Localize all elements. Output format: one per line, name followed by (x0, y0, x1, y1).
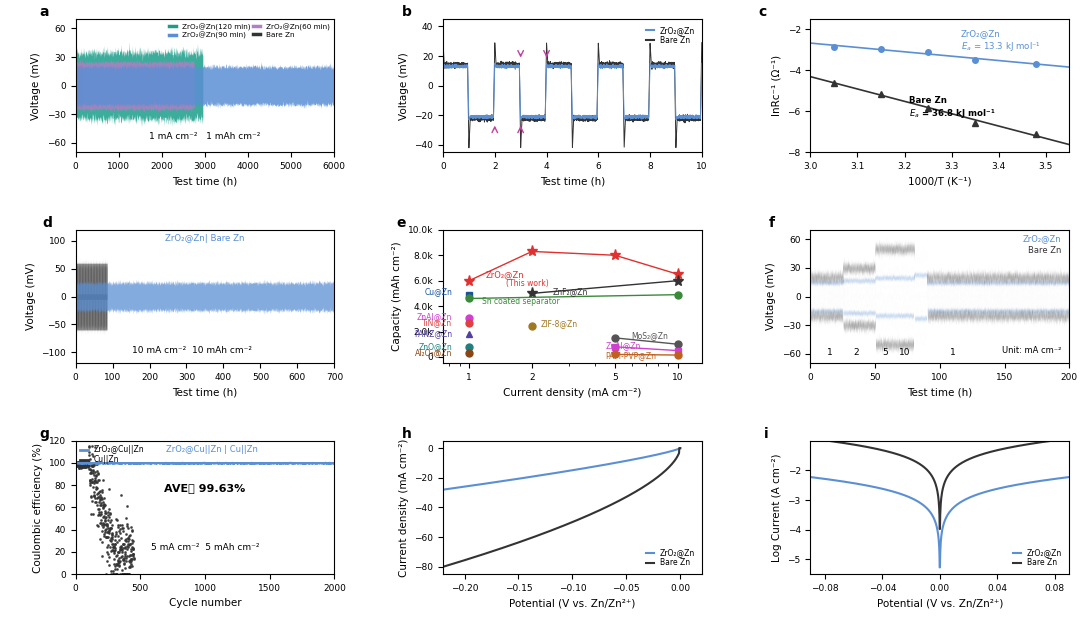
X-axis label: Cycle number: Cycle number (168, 598, 241, 608)
X-axis label: Test time (h): Test time (h) (540, 177, 605, 187)
Text: ZrO₂@Cu||Zn | Cu||Zn: ZrO₂@Cu||Zn | Cu||Zn (166, 445, 258, 454)
Text: 5 mA cm⁻²  5 mAh cm⁻²: 5 mA cm⁻² 5 mAh cm⁻² (151, 543, 259, 552)
Text: Al₂O₃@Zn: Al₂O₃@Zn (415, 348, 453, 357)
X-axis label: Potential (V vs. Zn/Zn²⁺): Potential (V vs. Zn/Zn²⁺) (509, 598, 636, 608)
Text: 2: 2 (853, 348, 859, 357)
Text: PAM-PVP@Zn: PAM-PVP@Zn (606, 351, 657, 360)
Text: MoS₂@Zn: MoS₂@Zn (632, 331, 669, 340)
Text: Bare Zn: Bare Zn (1028, 246, 1062, 255)
Text: h: h (402, 427, 411, 441)
Text: e: e (396, 216, 406, 230)
Legend: ZrO₂@Cu||Zn, Cu||Zn: ZrO₂@Cu||Zn, Cu||Zn (80, 445, 146, 465)
Text: ZnAl@Zn: ZnAl@Zn (606, 341, 640, 350)
Text: Sn coated separator: Sn coated separator (482, 297, 559, 305)
Text: ZrO₂@Zn| Bare Zn: ZrO₂@Zn| Bare Zn (165, 234, 245, 243)
X-axis label: Test time (h): Test time (h) (907, 387, 972, 398)
Text: d: d (42, 216, 52, 230)
Text: c: c (759, 5, 767, 20)
X-axis label: 1000/T (K⁻¹): 1000/T (K⁻¹) (908, 177, 972, 187)
Text: g: g (39, 427, 50, 441)
Text: ZnAl@Zn: ZnAl@Zn (417, 312, 453, 321)
Y-axis label: Current density (mA cm⁻²): Current density (mA cm⁻²) (399, 439, 408, 577)
Text: TiN@Zn: TiN@Zn (422, 318, 453, 327)
Text: 10: 10 (900, 348, 910, 357)
X-axis label: Test time (h): Test time (h) (173, 387, 238, 398)
Text: ZnF₂@Zn: ZnF₂@Zn (552, 288, 588, 297)
Text: 1 mA cm⁻²   1 mAh cm⁻²: 1 mA cm⁻² 1 mAh cm⁻² (149, 132, 260, 141)
Text: PANZ@Zn: PANZ@Zn (414, 329, 453, 338)
Y-axis label: Voltage (mV): Voltage (mV) (31, 52, 41, 119)
Y-axis label: lnRᴄ⁻¹ (Ω⁻¹): lnRᴄ⁻¹ (Ω⁻¹) (772, 55, 782, 116)
Legend: ZrO₂@Zn, Bare Zn: ZrO₂@Zn, Bare Zn (643, 545, 698, 570)
X-axis label: Current density (mA cm⁻²): Current density (mA cm⁻²) (503, 387, 642, 398)
X-axis label: Potential (V vs. Zn/Zn²⁺): Potential (V vs. Zn/Zn²⁺) (877, 598, 1003, 608)
Y-axis label: Voltage (mV): Voltage (mV) (766, 262, 777, 331)
Text: i: i (764, 427, 769, 441)
Text: ZrO₂@Zn: ZrO₂@Zn (1023, 234, 1062, 243)
Legend: ZrO₂@Zn, Bare Zn: ZrO₂@Zn, Bare Zn (1010, 545, 1065, 570)
Text: 10 mA cm⁻²  10 mAh cm⁻²: 10 mA cm⁻² 10 mAh cm⁻² (132, 346, 252, 355)
Text: a: a (39, 5, 49, 20)
Text: Cu@Zn: Cu@Zn (424, 288, 453, 297)
Text: f: f (769, 216, 775, 230)
Text: ZIF-8@Zn: ZIF-8@Zn (541, 319, 578, 328)
Text: 1: 1 (950, 348, 956, 357)
Y-axis label: Voltage (mV): Voltage (mV) (399, 52, 409, 119)
Y-axis label: Coulombic efficiency (%): Coulombic efficiency (%) (33, 442, 43, 572)
X-axis label: Test time (h): Test time (h) (173, 177, 238, 187)
Text: (This work): (This work) (505, 279, 549, 288)
Y-axis label: Capacity (mAh cm⁻²): Capacity (mAh cm⁻²) (392, 242, 403, 351)
Text: ZnO@Zn: ZnO@Zn (418, 341, 453, 351)
Text: Unit: mA cm⁻²: Unit: mA cm⁻² (1002, 346, 1062, 355)
Text: Bare Zn
$E_a$ = 36.8 kJ mol⁻¹: Bare Zn $E_a$ = 36.8 kJ mol⁻¹ (908, 97, 996, 120)
Text: ZrO₂@Zn: ZrO₂@Zn (486, 270, 524, 279)
Y-axis label: Voltage (mV): Voltage (mV) (26, 262, 36, 331)
Text: 1: 1 (827, 348, 833, 357)
Text: b: b (402, 5, 411, 20)
Text: AVE： 99.63%: AVE： 99.63% (164, 483, 245, 493)
Legend: ZrO₂@Zn(120 min), ZrO₂@Zn(90 min), ZrO₂@Zn(60 min), Bare Zn: ZrO₂@Zn(120 min), ZrO₂@Zn(90 min), ZrO₂@… (168, 23, 330, 40)
Text: 5: 5 (882, 348, 889, 357)
Legend: ZrO₂@Zn, Bare Zn: ZrO₂@Zn, Bare Zn (643, 23, 698, 48)
Y-axis label: Log Current (A cm⁻²): Log Current (A cm⁻²) (772, 453, 782, 562)
Text: ZrO₂@Zn
$E_a$ = 13.3 kJ mol⁻¹: ZrO₂@Zn $E_a$ = 13.3 kJ mol⁻¹ (960, 30, 1040, 54)
